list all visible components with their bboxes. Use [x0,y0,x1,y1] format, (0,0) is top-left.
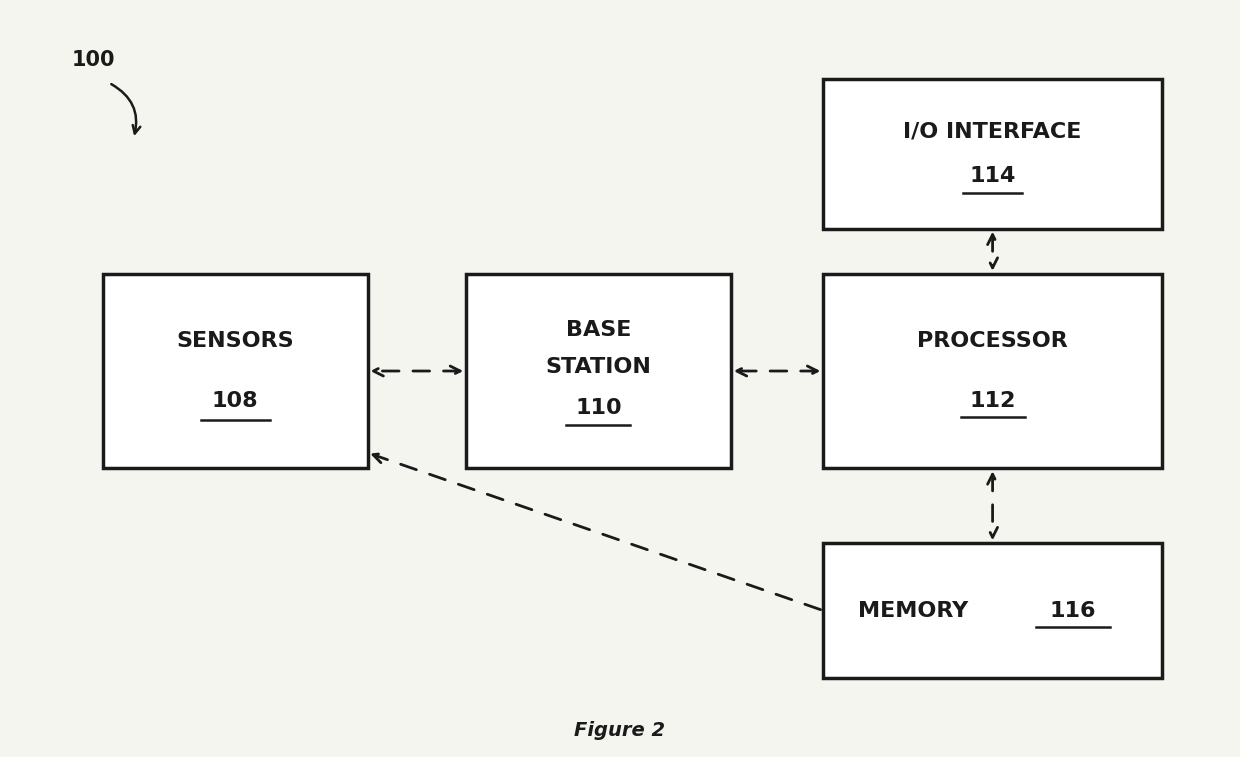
Text: I/O INTERFACE: I/O INTERFACE [904,121,1081,142]
Text: SENSORS: SENSORS [176,331,294,351]
Bar [823,79,1162,229]
Text: BASE: BASE [565,320,631,340]
Bar [466,274,730,469]
Text: 116: 116 [1049,600,1096,621]
Text: STATION: STATION [546,357,651,377]
Text: 112: 112 [970,391,1016,411]
Text: 110: 110 [575,398,621,419]
Bar [823,274,1162,469]
Bar [103,274,367,469]
Text: Figure 2: Figure 2 [574,721,666,740]
Text: PROCESSOR: PROCESSOR [918,331,1068,351]
Text: 100: 100 [72,50,115,70]
Text: 114: 114 [970,167,1016,186]
Bar [823,544,1162,678]
Text: MEMORY: MEMORY [858,600,968,621]
Text: 108: 108 [212,391,258,411]
